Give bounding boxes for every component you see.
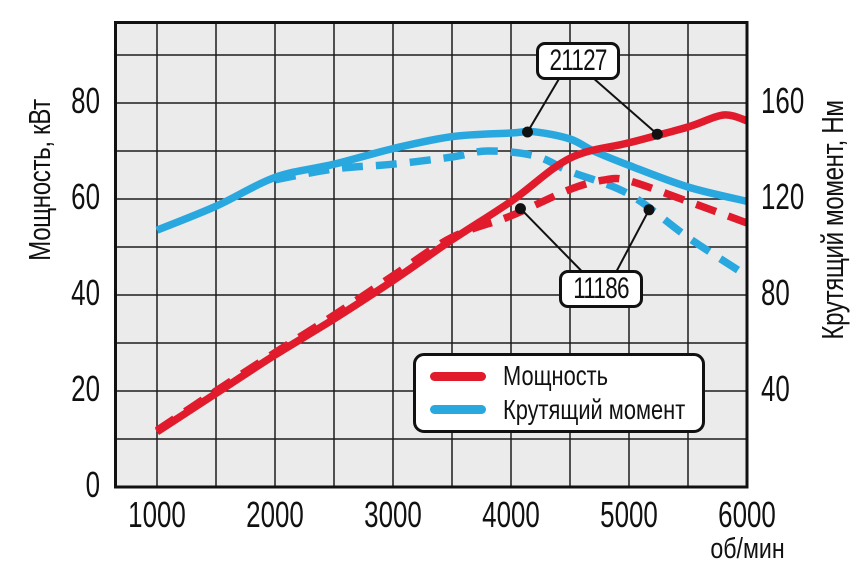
y-left-axis-title: Мощность, кВт [22, 99, 57, 261]
y-right-tick-label: 160 [761, 81, 804, 121]
y-right-tick-label: 120 [761, 177, 804, 217]
curve-torque-21127 [155, 127, 747, 234]
plot-border [114, 21, 749, 489]
annotation-label-11186: 11186 [573, 272, 629, 305]
curve-power-21127 [154, 111, 747, 435]
x-tick-label: 3000 [364, 495, 422, 535]
x-tick-label: 6000 [718, 495, 776, 535]
y-left-tick-label: 60 [71, 177, 100, 217]
y-left-tick-label: 80 [71, 81, 100, 121]
legend-label-power: Мощность [503, 360, 609, 392]
y-right-axis-title: Крутящий момент, Нм [815, 100, 850, 340]
annotation-connector [526, 77, 561, 133]
x-tick-label: 4000 [482, 495, 540, 535]
annotation-marker-dot [643, 204, 655, 216]
annotation-connector [519, 207, 584, 273]
annotation-marker-dot [514, 203, 526, 215]
legend-label-torque: Крутящий момент [503, 393, 686, 425]
x-tick-label: 2000 [246, 495, 304, 535]
y-left-tick-label: 40 [71, 273, 100, 313]
x-tick-label: 5000 [600, 495, 658, 535]
y-right-tick-label: 40 [761, 369, 790, 409]
annotation-box-11186: 11186 [559, 270, 643, 308]
x-axis-unit-label: об/мин [710, 533, 785, 565]
annotation-connector [592, 77, 658, 135]
legend-item-torque: Крутящий момент [430, 394, 702, 426]
legend-swatch-torque-icon [430, 405, 486, 415]
y-right-tick-label: 80 [761, 273, 790, 313]
annotation-marker-dot [651, 128, 663, 140]
annotation-label-21127: 21127 [549, 44, 607, 77]
y-left-tick-label: 20 [71, 369, 100, 409]
annotation-box-21127: 21127 [536, 42, 620, 80]
legend: Мощность Крутящий момент [413, 353, 705, 433]
x-tick-label: 1000 [128, 495, 186, 535]
legend-item-power: Мощность [430, 360, 702, 392]
legend-swatch-power-icon [430, 371, 486, 381]
annotation-connector [615, 209, 650, 273]
curve-torque-11186 [274, 147, 747, 279]
y-left-tick-label: 0 [86, 465, 100, 505]
annotation-marker-dot [522, 126, 534, 138]
